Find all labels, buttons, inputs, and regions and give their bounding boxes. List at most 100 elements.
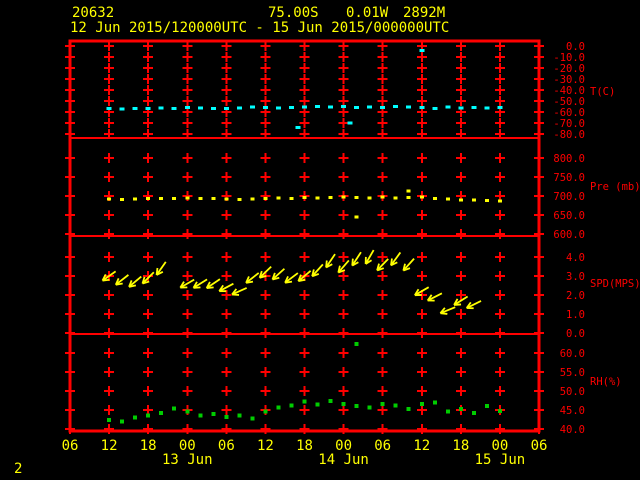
grid-tick-cross xyxy=(104,405,115,415)
grid-tick-cross xyxy=(143,118,154,128)
y-tick-label: 0.0 xyxy=(566,328,585,340)
grid-tick-cross xyxy=(494,172,505,182)
grid-tick-cross xyxy=(182,271,193,281)
temp-point xyxy=(367,105,373,109)
grid-tick-cross xyxy=(534,405,544,415)
pressure-point xyxy=(250,197,255,201)
wind-arrow xyxy=(218,282,234,293)
x-date-label: 13 Jun xyxy=(162,452,213,468)
grid-tick-cross xyxy=(455,328,466,338)
temp-point xyxy=(295,125,301,129)
temp-point xyxy=(119,107,125,111)
elevation: 2892M xyxy=(403,5,446,21)
pressure-point xyxy=(107,197,112,201)
grid-tick-cross xyxy=(221,172,232,182)
grid-tick-cross xyxy=(182,74,193,84)
grid-tick-cross xyxy=(104,52,115,62)
grid-tick-cross xyxy=(299,386,310,396)
grid-tick-cross xyxy=(143,172,154,182)
grid-tick-cross xyxy=(416,118,427,128)
rh-point xyxy=(107,417,112,422)
x-tick-label: 12 xyxy=(257,438,274,454)
pressure-point xyxy=(458,198,463,202)
pressure-point xyxy=(380,195,385,199)
grid-tick-cross xyxy=(221,85,232,95)
grid-tick-cross xyxy=(65,63,75,73)
grid-tick-cross xyxy=(260,210,271,220)
rh-point xyxy=(172,406,177,411)
wind-arrow xyxy=(231,287,248,296)
wind-arrow xyxy=(141,271,155,285)
grid-tick-cross xyxy=(455,229,466,239)
grid-tick-cross xyxy=(143,153,154,163)
grid-tick-cross xyxy=(338,153,349,163)
grid-tick-cross xyxy=(494,229,505,239)
grid-tick-cross xyxy=(182,96,193,106)
grid-tick-cross xyxy=(416,424,427,434)
grid-tick-cross xyxy=(494,52,505,62)
grid-tick-cross xyxy=(338,85,349,95)
grid-tick-cross xyxy=(494,328,505,338)
y-tick-label: 3.0 xyxy=(566,271,585,283)
grid-tick-cross xyxy=(416,63,427,73)
pressure-point xyxy=(406,196,411,200)
grid-tick-cross xyxy=(299,309,310,319)
grid-tick-cross xyxy=(455,74,466,84)
pressure-point xyxy=(315,196,320,200)
grid-tick-cross xyxy=(455,424,466,434)
grid-tick-cross xyxy=(143,309,154,319)
grid-tick-cross xyxy=(65,252,75,262)
grid-tick-cross xyxy=(143,41,154,51)
pressure-point xyxy=(159,196,164,200)
grid-tick-cross xyxy=(416,348,427,358)
grid-tick-cross xyxy=(65,367,75,377)
pressure-point xyxy=(484,199,489,203)
rh-point xyxy=(471,411,476,416)
temp-point xyxy=(354,105,360,109)
wind-arrow xyxy=(311,263,324,278)
y-tick-label: 60.0 xyxy=(560,348,585,360)
wind-arrow xyxy=(465,300,482,310)
grid-tick-cross xyxy=(416,96,427,106)
grid-tick-cross xyxy=(455,153,466,163)
pressure-point xyxy=(302,196,307,200)
grid-tick-cross xyxy=(338,386,349,396)
grid-tick-cross xyxy=(416,386,427,396)
grid-tick-cross xyxy=(416,252,427,262)
x-tick-label: 00 xyxy=(491,438,508,454)
grid-tick-cross xyxy=(260,129,271,139)
grid-tick-cross xyxy=(455,348,466,358)
x-tick-label: 18 xyxy=(140,438,157,454)
temp-point xyxy=(197,106,203,110)
grid-tick-cross xyxy=(455,271,466,281)
grid-tick-cross xyxy=(299,191,310,201)
wind-arrow xyxy=(271,268,285,281)
grid-tick-cross xyxy=(104,348,115,358)
rh-point xyxy=(289,403,294,408)
grid-tick-cross xyxy=(338,252,349,262)
grid-tick-cross xyxy=(104,153,115,163)
grid-tick-cross xyxy=(338,210,349,220)
pressure-point xyxy=(328,196,333,200)
latitude: 75.00S xyxy=(268,5,319,21)
grid-tick-cross xyxy=(534,41,544,51)
y-tick-label: -50.0 xyxy=(553,96,585,108)
grid-tick-cross xyxy=(494,129,505,139)
grid-tick-cross xyxy=(221,424,232,434)
grid-tick-cross xyxy=(104,424,115,434)
y-tick-label: 45.0 xyxy=(560,405,585,417)
pressure-point xyxy=(198,196,203,200)
temp-point xyxy=(497,105,503,109)
grid-tick-cross xyxy=(494,153,505,163)
grid-tick-cross xyxy=(416,129,427,139)
x-tick-label: 12 xyxy=(413,438,430,454)
wind-arrow xyxy=(453,295,469,306)
grid-tick-cross xyxy=(494,252,505,262)
grid-tick-cross xyxy=(494,63,505,73)
grid-tick-cross xyxy=(182,290,193,300)
rh-point xyxy=(380,401,385,406)
grid-tick-cross xyxy=(221,74,232,84)
grid-tick-cross xyxy=(182,129,193,139)
temp-point xyxy=(210,106,216,110)
grid-tick-cross xyxy=(534,386,544,396)
